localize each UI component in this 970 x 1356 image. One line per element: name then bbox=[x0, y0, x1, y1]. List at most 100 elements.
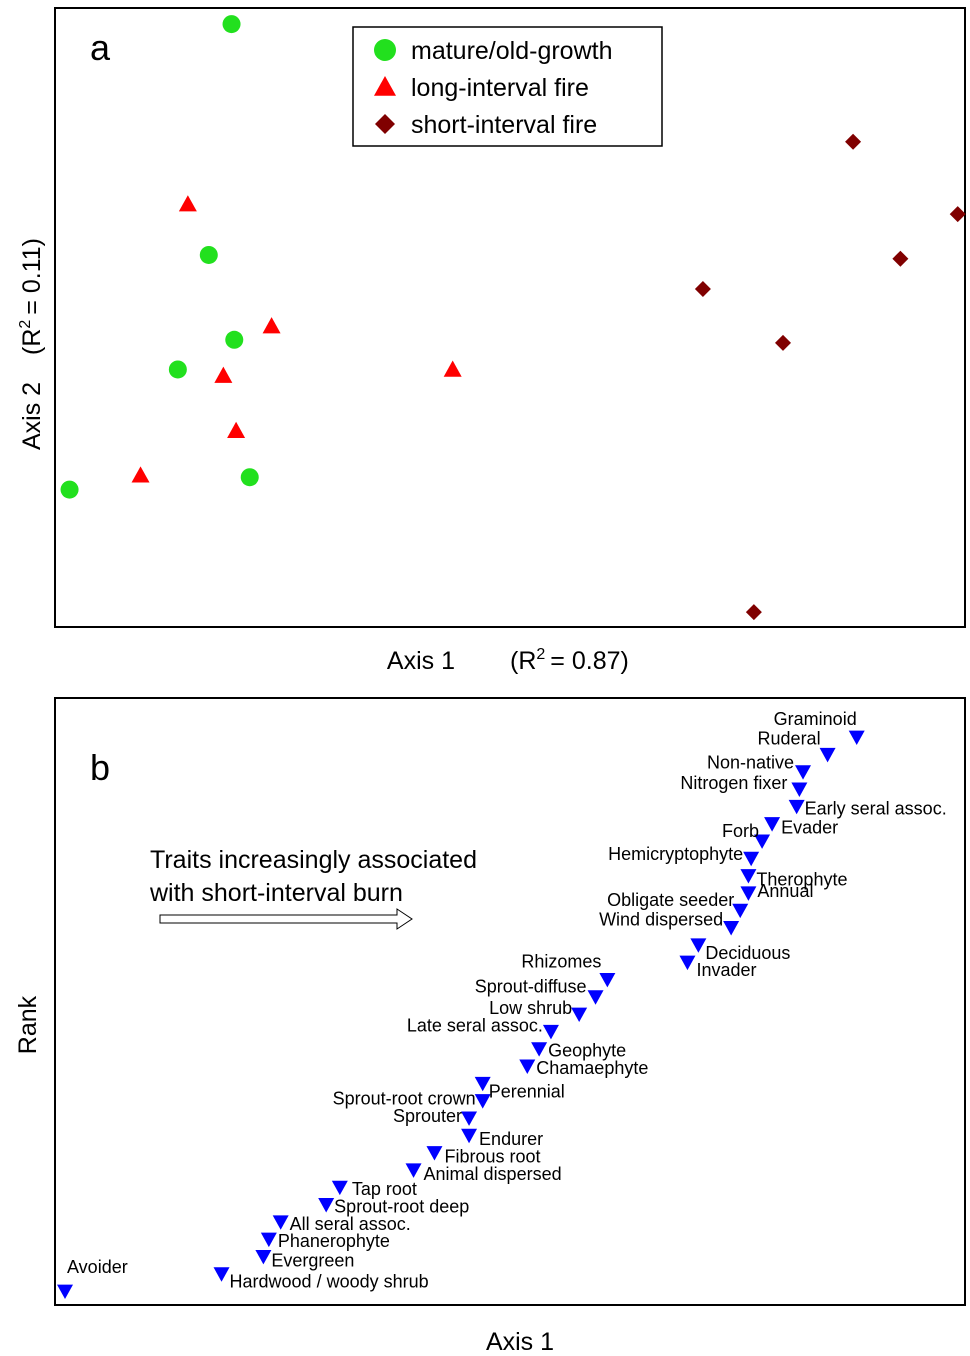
point-triangle-up-1-3 bbox=[443, 360, 462, 377]
trait-marker-18 bbox=[599, 972, 616, 988]
trait-label: Invader bbox=[696, 960, 756, 980]
point-diamond-2-3 bbox=[694, 281, 711, 298]
legend-box bbox=[352, 26, 663, 147]
trait-label: Endurer bbox=[479, 1129, 543, 1149]
trait-label: Late seral assoc. bbox=[407, 1015, 543, 1035]
panel-a: a mature/old-growth long-interval fire sho… bbox=[17, 7, 966, 675]
trait-marker-11 bbox=[474, 1094, 491, 1109]
y-axis-r2-a: (R2 = 0.11) bbox=[17, 238, 46, 355]
annotation-line-1: Traits increasingly associated bbox=[150, 846, 477, 874]
panel-b-marks: Avoider Hardwood / woody shrubEvergreenPh… bbox=[57, 709, 947, 1299]
trait-label: Chamaephyte bbox=[536, 1058, 648, 1078]
trait-label: Graminoid bbox=[774, 709, 857, 729]
point-diamond-2-5 bbox=[745, 604, 762, 621]
trait-marker-6 bbox=[331, 1180, 348, 1196]
point-diamond-2-1 bbox=[949, 206, 966, 223]
legend-marker-circle bbox=[374, 39, 396, 61]
panel-a-letter: a bbox=[90, 27, 111, 68]
point-circle-0-3 bbox=[168, 360, 187, 379]
panel-a-frame bbox=[54, 7, 966, 628]
trait-label: Annual bbox=[757, 881, 813, 901]
trait-marker-20 bbox=[690, 938, 707, 953]
trait-marker-13 bbox=[519, 1059, 536, 1074]
point-diamond-2-4 bbox=[775, 334, 791, 351]
annotation-line-2: with short-interval burn bbox=[149, 879, 403, 907]
trait-marker-3 bbox=[260, 1232, 277, 1248]
y-axis-label-a: Axis 2 bbox=[18, 382, 46, 450]
trait-label: Sprout-root crown bbox=[333, 1089, 476, 1109]
trait-marker-21 bbox=[723, 921, 740, 936]
trait-label: Therophyte bbox=[756, 870, 847, 890]
point-diamond-2-2 bbox=[892, 250, 909, 267]
trait-label: Hemicryptophyte bbox=[608, 844, 743, 864]
trait-marker-19 bbox=[679, 955, 696, 971]
trait-label: Early seral assoc. bbox=[805, 798, 947, 818]
trait-label: Phanerophyte bbox=[278, 1231, 390, 1251]
trait-marker-1 bbox=[213, 1267, 230, 1282]
trait-label: Forb bbox=[722, 821, 759, 841]
trait-label: Non-native bbox=[707, 753, 794, 773]
y-axis-r2-value: = 0.11) bbox=[18, 238, 46, 315]
x-axis-r2-prefix: (R bbox=[510, 647, 536, 675]
trait-marker-28 bbox=[788, 799, 805, 815]
trait-marker-22 bbox=[732, 903, 749, 919]
trait-marker-15 bbox=[542, 1024, 559, 1040]
trait-marker-12 bbox=[474, 1076, 491, 1092]
trait-label: Tap root bbox=[352, 1179, 417, 1199]
trait-marker-30 bbox=[795, 765, 812, 780]
panel-b-letter: b bbox=[90, 747, 110, 788]
point-circle-0-0 bbox=[222, 15, 241, 34]
x-axis-label-b: Axis 1 bbox=[486, 1328, 554, 1356]
trait-label: Hardwood / woody shrub bbox=[230, 1272, 429, 1292]
trait-marker-17 bbox=[587, 990, 604, 1005]
trait-marker-8 bbox=[426, 1146, 443, 1161]
trait-marker-26 bbox=[754, 834, 771, 849]
point-circle-0-4 bbox=[60, 480, 79, 499]
point-triangle-up-1-1 bbox=[262, 317, 281, 334]
panel-a-marks bbox=[60, 15, 966, 621]
point-triangle-up-1-2 bbox=[214, 366, 233, 383]
legend-marker-diamond bbox=[375, 114, 395, 134]
legend-label: mature/old-growth bbox=[411, 37, 612, 65]
trait-label: Evergreen bbox=[271, 1250, 354, 1270]
legend: mature/old-growth long-interval fire short… bbox=[352, 26, 663, 147]
trait-marker-4 bbox=[272, 1215, 289, 1230]
trait-label: Sprout-root deep bbox=[334, 1196, 469, 1216]
trait-marker-0 bbox=[57, 1284, 74, 1299]
legend-label: long-interval fire bbox=[411, 74, 589, 102]
trait-marker-5 bbox=[318, 1198, 335, 1213]
panel-b-frame bbox=[54, 697, 966, 1306]
trait-label: Wind dispersed bbox=[599, 909, 723, 929]
x-axis-r2-a: (R2 = 0.87) bbox=[510, 646, 629, 675]
trait-label: Evader bbox=[781, 818, 838, 838]
y-axis-r2-prefix: (R bbox=[18, 329, 46, 355]
legend-label: short-interval fire bbox=[411, 111, 597, 139]
trait-label: Ruderal bbox=[758, 728, 821, 748]
trait-label: Obligate seeder bbox=[607, 890, 734, 910]
trait-label: Perennial bbox=[489, 1081, 565, 1101]
trait-label: Sprout-diffuse bbox=[475, 977, 587, 997]
trait-marker-31 bbox=[819, 747, 836, 763]
x-axis-label-a: Axis 1 bbox=[387, 647, 455, 675]
point-triangle-up-1-4 bbox=[227, 421, 246, 438]
point-triangle-up-1-5 bbox=[131, 466, 150, 483]
trait-label: Rhizomes bbox=[521, 951, 601, 971]
trait-marker-27 bbox=[764, 817, 781, 832]
legend-marker-triangle-up bbox=[374, 76, 396, 96]
trait-marker-24 bbox=[740, 869, 757, 884]
point-circle-0-1 bbox=[199, 245, 218, 264]
trait-marker-7 bbox=[405, 1163, 422, 1178]
trait-label: Avoider bbox=[67, 1257, 128, 1277]
trait-label: Low shrub bbox=[489, 998, 572, 1018]
trait-label: Sprouter bbox=[393, 1106, 462, 1126]
trait-label: All seral assoc. bbox=[290, 1214, 411, 1234]
y-axis-label-b: Rank bbox=[14, 995, 42, 1054]
point-circle-0-2 bbox=[225, 330, 244, 349]
trait-marker-16 bbox=[571, 1007, 588, 1022]
trait-label: Nitrogen fixer bbox=[680, 773, 787, 793]
trait-marker-23 bbox=[740, 886, 757, 901]
trait-label: Geophyte bbox=[548, 1041, 626, 1061]
x-axis-r2-sup: 2 bbox=[536, 646, 545, 663]
trait-label: Animal dispersed bbox=[424, 1164, 562, 1184]
